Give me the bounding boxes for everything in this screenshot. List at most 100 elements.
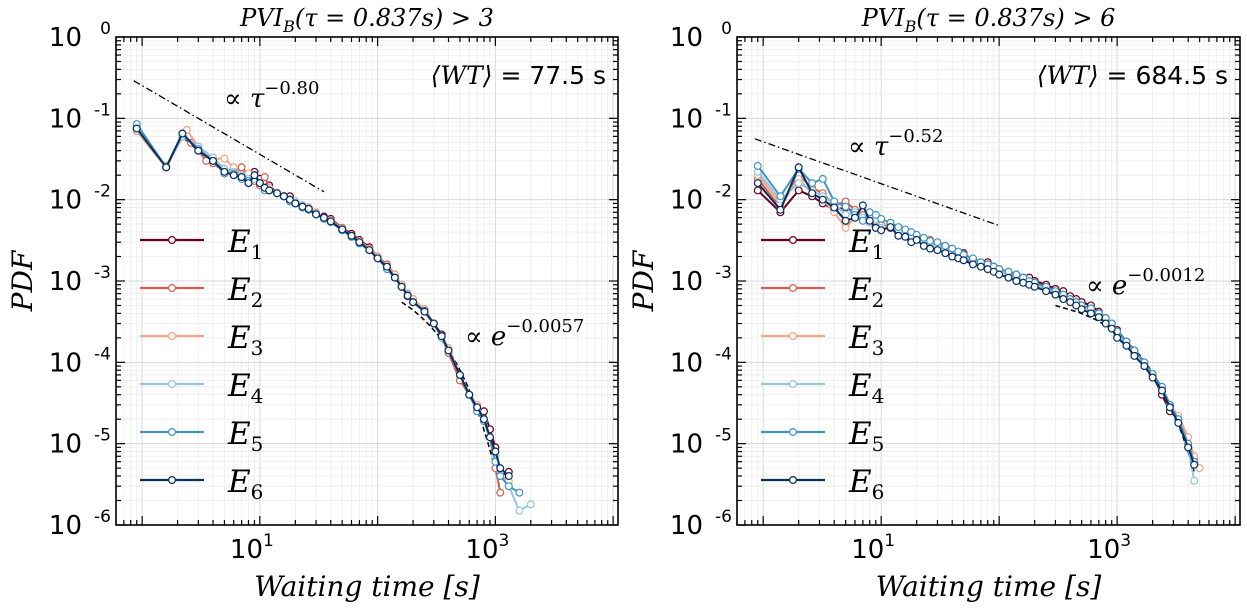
- data-point-E6: [1114, 334, 1121, 341]
- data-point-E6: [859, 202, 866, 209]
- data-point-E6: [366, 247, 373, 254]
- series-line-E4: [758, 172, 1194, 481]
- data-point-E3: [221, 155, 228, 162]
- data-point-E6: [895, 232, 902, 239]
- legend-marker-E1: [790, 237, 797, 244]
- data-point-E6: [1141, 363, 1148, 370]
- data-point-E6: [457, 372, 464, 379]
- data-point-E6: [913, 237, 920, 244]
- data-point-E5: [777, 193, 784, 200]
- data-point-E6: [1078, 306, 1085, 313]
- data-point-E6: [902, 233, 909, 240]
- series-line-E3: [758, 175, 1200, 468]
- y-tick-label: 10 -2: [49, 182, 111, 216]
- y-tick-label: 10 0: [49, 19, 111, 53]
- data-point-E6: [754, 180, 761, 187]
- y-tick-label: 10 -6: [670, 507, 732, 541]
- data-point-E6: [274, 190, 281, 197]
- data-point-E6: [1005, 274, 1012, 281]
- legend-marker-E2: [169, 285, 176, 292]
- data-point-E6: [1060, 296, 1067, 303]
- exp-fit-annotation: ∝ e−0.0012: [1086, 265, 1205, 301]
- legend-label-E3: E3: [848, 320, 884, 360]
- data-point-E6: [398, 283, 405, 290]
- y-tick-label: 10 -2: [670, 182, 732, 216]
- data-point-E6: [1175, 420, 1182, 427]
- x-tick-label: 101: [230, 531, 274, 565]
- data-point-E6: [934, 247, 941, 254]
- y-tick-label: 10 -6: [49, 507, 111, 541]
- data-point-E6: [505, 473, 512, 480]
- data-point-E6: [445, 347, 452, 354]
- data-point-E6: [777, 206, 784, 213]
- y-tick-label: 10 -1: [670, 100, 732, 134]
- data-point-E6: [391, 274, 398, 281]
- data-point-E6: [221, 168, 228, 175]
- data-point-E6: [230, 172, 237, 179]
- data-point-E6: [1013, 278, 1020, 285]
- data-point-E5: [942, 243, 949, 250]
- data-point-E5: [505, 483, 512, 490]
- legend-label-E5: E5: [227, 416, 263, 456]
- data-point-E6: [292, 200, 299, 207]
- y-tick-label: 10 -5: [49, 426, 111, 460]
- data-point-E6: [1102, 320, 1109, 327]
- data-point-E6: [384, 263, 391, 270]
- data-point-E5: [878, 216, 885, 223]
- data-point-E6: [487, 434, 494, 441]
- mean-waiting-time-annotation: ⟨WT⟩ = 684.5 s: [1037, 61, 1228, 90]
- y-tick-label: 10 0: [670, 19, 732, 53]
- data-point-E6: [970, 261, 977, 268]
- legend-marker-E6: [169, 477, 176, 484]
- data-point-E5: [497, 473, 504, 480]
- legend-marker-E3: [790, 333, 797, 340]
- y-tick-label: 10 -5: [670, 426, 732, 460]
- y-axis-label: PDF: [627, 249, 660, 312]
- data-point-E6: [410, 299, 417, 306]
- legend-label-E4: E4: [227, 368, 263, 408]
- data-point-E6: [421, 308, 428, 315]
- data-point-E6: [492, 448, 499, 455]
- series-line-E4: [137, 126, 531, 511]
- x-tick-label: 103: [465, 531, 509, 565]
- data-point-E2: [261, 174, 268, 181]
- data-point-E6: [238, 174, 245, 181]
- data-point-E6: [852, 214, 859, 221]
- data-point-E6: [404, 292, 411, 299]
- data-point-E6: [497, 465, 504, 472]
- data-point-E4: [527, 501, 534, 508]
- y-tick-label: 10 -3: [670, 263, 732, 297]
- legend-marker-E4: [169, 381, 176, 388]
- data-point-E4: [795, 180, 802, 187]
- data-point-E1: [754, 187, 761, 194]
- data-point-E6: [339, 226, 346, 233]
- legend-marker-E6: [790, 477, 797, 484]
- gridlines: [116, 37, 618, 525]
- series-line-E1: [137, 129, 509, 477]
- data-point-E6: [266, 187, 273, 194]
- series-line-E5: [758, 166, 1194, 462]
- y-tick-label: 10 -4: [49, 344, 111, 378]
- legend-marker-E5: [169, 429, 176, 436]
- data-point-E6: [831, 204, 838, 211]
- chart-title: PVIB(τ = 0.837s) > 6: [861, 4, 1116, 36]
- legend-marker-E3: [169, 333, 176, 340]
- data-point-E6: [474, 404, 481, 411]
- data-point-E5: [516, 489, 523, 496]
- data-point-E6: [356, 239, 363, 246]
- powerlaw-fit-annotation: ∝ τ−0.52: [848, 126, 943, 162]
- data-point-E6: [1052, 291, 1059, 298]
- data-point-E6: [1108, 325, 1115, 332]
- data-point-E6: [313, 211, 320, 218]
- data-point-E6: [481, 416, 488, 423]
- data-point-E6: [163, 164, 170, 171]
- data-point-E6: [133, 125, 140, 132]
- x-axis-label: Waiting time [s]: [254, 570, 480, 603]
- data-point-E6: [438, 333, 445, 340]
- data-point-E5: [927, 238, 934, 245]
- data-point-E5: [754, 163, 761, 170]
- data-point-E5: [895, 224, 902, 231]
- legend-label-E4: E4: [848, 368, 884, 408]
